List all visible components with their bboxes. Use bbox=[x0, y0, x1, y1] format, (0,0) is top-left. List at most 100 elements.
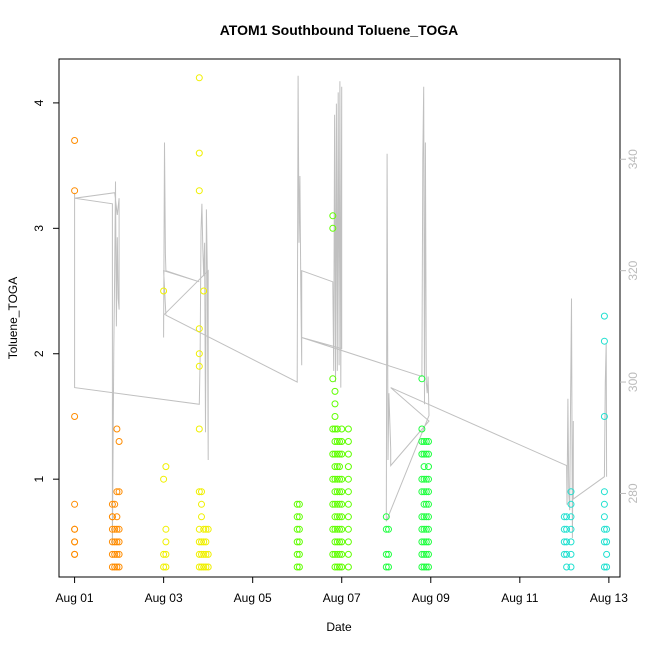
data-point bbox=[195, 187, 203, 195]
data-point bbox=[425, 513, 432, 521]
data-point bbox=[425, 450, 432, 458]
data-point bbox=[338, 488, 346, 496]
data-point bbox=[329, 450, 337, 458]
data-point bbox=[382, 563, 390, 571]
data-point bbox=[600, 337, 608, 345]
data-point bbox=[113, 425, 121, 433]
data-point bbox=[600, 525, 608, 533]
data-point bbox=[329, 224, 337, 232]
y2-tick-label: 340 bbox=[626, 149, 640, 169]
data-point bbox=[344, 513, 352, 521]
data-point bbox=[108, 500, 116, 508]
data-point bbox=[295, 550, 303, 558]
altitude-line-layer bbox=[74, 75, 608, 544]
data-point bbox=[385, 563, 392, 571]
data-point bbox=[420, 538, 428, 546]
data-point bbox=[600, 538, 608, 546]
x-tick-label: Aug 09 bbox=[412, 591, 450, 605]
data-point bbox=[195, 325, 203, 333]
data-point bbox=[200, 563, 208, 571]
data-point bbox=[418, 450, 426, 458]
data-point bbox=[418, 513, 426, 521]
data-point bbox=[338, 500, 346, 508]
data-point bbox=[385, 525, 392, 533]
data-point bbox=[71, 500, 79, 508]
data-point bbox=[425, 463, 432, 471]
data-point bbox=[560, 550, 568, 558]
data-point bbox=[418, 538, 426, 546]
data-point bbox=[71, 137, 79, 144]
x-tick-label: Aug 07 bbox=[323, 591, 361, 605]
data-point bbox=[331, 387, 339, 395]
data-point bbox=[425, 500, 432, 508]
data-point bbox=[567, 550, 575, 558]
y-tick-label: 2 bbox=[32, 350, 46, 357]
data-point bbox=[603, 563, 611, 571]
data-point bbox=[418, 425, 426, 433]
data-point bbox=[108, 538, 116, 546]
y-tick-label: 3 bbox=[32, 225, 46, 232]
data-point bbox=[420, 500, 428, 508]
data-point bbox=[198, 488, 205, 496]
data-point bbox=[115, 488, 123, 496]
data-point bbox=[111, 525, 119, 533]
data-point bbox=[382, 513, 390, 521]
data-point bbox=[108, 550, 116, 558]
data-point bbox=[344, 475, 352, 483]
data-point bbox=[331, 538, 339, 546]
data-point bbox=[195, 550, 203, 558]
data-point bbox=[563, 513, 571, 521]
data-point bbox=[200, 550, 208, 558]
data-point bbox=[333, 425, 341, 433]
data-point bbox=[160, 563, 168, 571]
data-point bbox=[115, 550, 123, 558]
data-point bbox=[113, 525, 121, 533]
data-point bbox=[331, 525, 339, 533]
data-point bbox=[329, 425, 337, 433]
data-point bbox=[329, 525, 337, 533]
data-point bbox=[422, 438, 430, 445]
data-point bbox=[160, 550, 168, 558]
data-point bbox=[331, 513, 339, 521]
data-point bbox=[600, 312, 608, 320]
data-point bbox=[420, 550, 428, 558]
data-point bbox=[336, 488, 343, 496]
data-point bbox=[329, 212, 337, 220]
data-point bbox=[198, 550, 205, 558]
data-point bbox=[344, 488, 352, 496]
data-point bbox=[420, 475, 428, 483]
data-point bbox=[71, 413, 79, 420]
data-point bbox=[567, 488, 575, 496]
data-point bbox=[113, 513, 121, 521]
data-point bbox=[111, 550, 119, 558]
data-point bbox=[195, 488, 203, 496]
data-point bbox=[198, 563, 205, 571]
data-point bbox=[293, 500, 301, 508]
data-point bbox=[603, 550, 611, 558]
data-point bbox=[336, 525, 343, 533]
data-point bbox=[202, 563, 210, 571]
data-point bbox=[202, 525, 210, 533]
data-point bbox=[344, 450, 352, 458]
data-point bbox=[331, 425, 339, 433]
data-point bbox=[331, 550, 339, 558]
data-point bbox=[567, 538, 575, 546]
data-point bbox=[160, 475, 168, 483]
data-point bbox=[418, 563, 426, 571]
data-point bbox=[333, 438, 341, 445]
data-point bbox=[115, 525, 123, 533]
data-point bbox=[293, 538, 301, 546]
data-point bbox=[600, 500, 608, 508]
data-point bbox=[198, 500, 205, 508]
data-point bbox=[336, 450, 343, 458]
data-point bbox=[204, 550, 212, 558]
data-point bbox=[71, 550, 79, 558]
data-point bbox=[200, 287, 208, 295]
data-point bbox=[336, 438, 343, 445]
data-point bbox=[344, 550, 352, 558]
data-point bbox=[111, 538, 119, 546]
data-point bbox=[295, 563, 303, 571]
data-point bbox=[422, 500, 430, 508]
data-point bbox=[422, 563, 430, 571]
